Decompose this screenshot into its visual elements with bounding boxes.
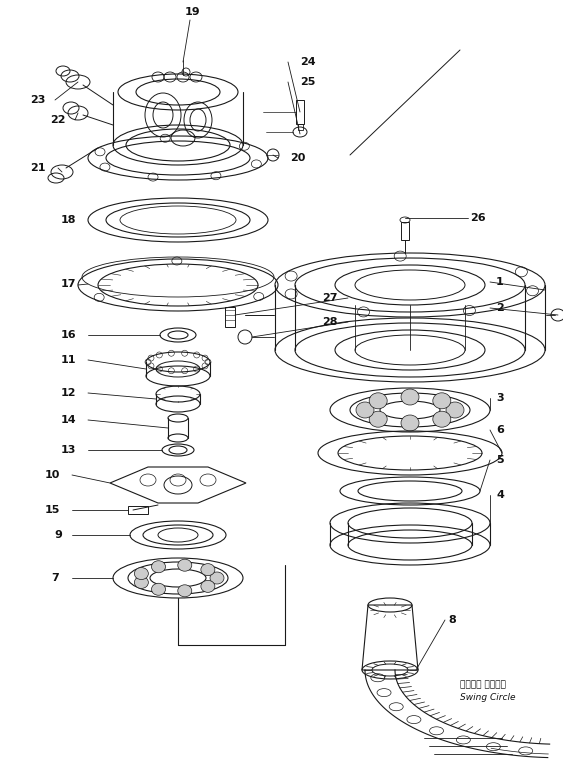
Ellipse shape bbox=[201, 564, 215, 575]
Text: 23: 23 bbox=[30, 95, 46, 105]
Polygon shape bbox=[362, 605, 418, 670]
Text: 8: 8 bbox=[448, 615, 456, 625]
Text: 26: 26 bbox=[470, 213, 486, 223]
Text: 12: 12 bbox=[60, 388, 76, 398]
Text: 3: 3 bbox=[496, 393, 504, 403]
Text: 24: 24 bbox=[300, 57, 316, 67]
Ellipse shape bbox=[369, 393, 387, 409]
Ellipse shape bbox=[446, 402, 464, 418]
Ellipse shape bbox=[151, 561, 166, 573]
Text: 7: 7 bbox=[51, 573, 59, 583]
Ellipse shape bbox=[178, 584, 192, 597]
Text: 4: 4 bbox=[496, 490, 504, 500]
Bar bbox=[296, 100, 304, 124]
Text: 22: 22 bbox=[50, 115, 66, 125]
Text: 1: 1 bbox=[496, 277, 504, 287]
Text: 11: 11 bbox=[60, 355, 76, 365]
Ellipse shape bbox=[178, 559, 192, 572]
Ellipse shape bbox=[210, 572, 224, 584]
Bar bbox=[298, 124, 303, 130]
Ellipse shape bbox=[401, 389, 419, 405]
Bar bbox=[225, 307, 235, 327]
Text: 16: 16 bbox=[60, 330, 76, 340]
Text: 13: 13 bbox=[60, 445, 75, 455]
Ellipse shape bbox=[135, 568, 149, 580]
Text: 19: 19 bbox=[185, 7, 201, 17]
Text: 21: 21 bbox=[30, 163, 46, 173]
Ellipse shape bbox=[201, 581, 215, 592]
Text: 27: 27 bbox=[322, 293, 338, 303]
Ellipse shape bbox=[356, 402, 374, 418]
Text: 25: 25 bbox=[300, 77, 316, 87]
Ellipse shape bbox=[151, 583, 166, 595]
Bar bbox=[128, 506, 148, 514]
Text: 14: 14 bbox=[60, 415, 76, 425]
Ellipse shape bbox=[433, 411, 451, 427]
Text: Swing Circle: Swing Circle bbox=[460, 693, 516, 702]
Polygon shape bbox=[110, 467, 246, 503]
Text: 20: 20 bbox=[291, 153, 306, 163]
Ellipse shape bbox=[401, 415, 419, 431]
Text: 17: 17 bbox=[60, 279, 76, 289]
Text: 10: 10 bbox=[44, 470, 60, 480]
Ellipse shape bbox=[433, 393, 451, 409]
Text: 2: 2 bbox=[496, 303, 504, 313]
Ellipse shape bbox=[135, 576, 149, 588]
Ellipse shape bbox=[369, 411, 387, 427]
Text: 18: 18 bbox=[60, 215, 76, 225]
Bar bbox=[401, 222, 409, 240]
Text: 6: 6 bbox=[496, 425, 504, 435]
Text: スイング サークル: スイング サークル bbox=[460, 680, 506, 689]
Text: 5: 5 bbox=[496, 455, 504, 465]
Text: 9: 9 bbox=[54, 530, 62, 540]
Text: 28: 28 bbox=[322, 317, 338, 327]
Text: 15: 15 bbox=[44, 505, 60, 515]
